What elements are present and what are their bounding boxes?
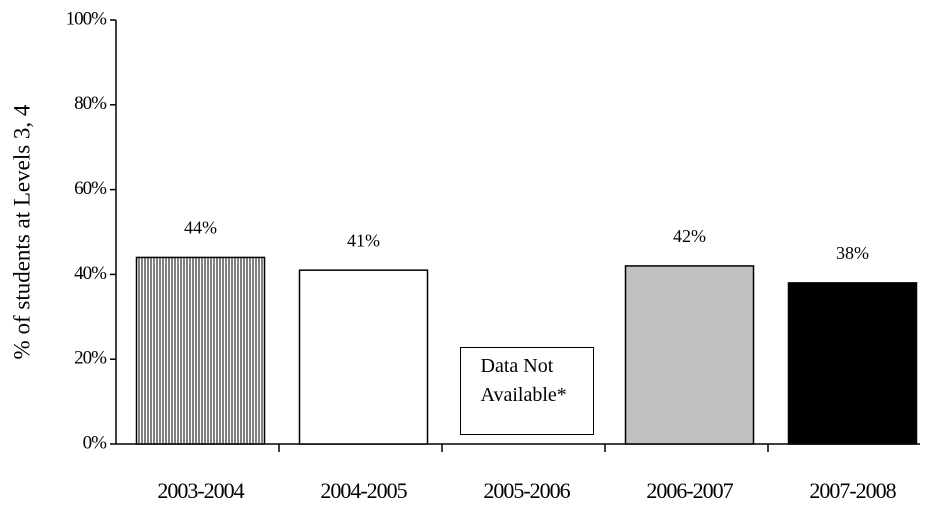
y-tick-label: 20% [74,348,107,369]
value-label: 41% [347,230,380,250]
y-tick-label: 80% [74,93,107,114]
value-label: 38% [836,243,869,263]
value-label: 44% [184,218,217,238]
x-tick-label: 2003-2004 [157,478,244,503]
y-tick-label: 40% [74,263,107,284]
x-tick-label: 2007-2008 [809,478,896,503]
x-tick-label: 2005-2006 [483,478,570,503]
x-tick-label: 2006-2007 [646,478,733,503]
bar [787,282,918,445]
bar [624,265,755,445]
y-tick-label: 0% [83,432,108,453]
bar [135,256,266,445]
y-tick-label: 60% [74,178,107,199]
bar [298,269,429,445]
annotation: Data Not Available* [459,347,594,435]
value-label: 42% [673,226,706,246]
x-tick-label: 2004-2005 [320,478,407,503]
annotation-box: Data Not Available* [459,347,594,435]
y-axis-label: % of students at Levels 3, 4 [9,104,34,359]
y-tick-label: 100% [66,8,108,29]
